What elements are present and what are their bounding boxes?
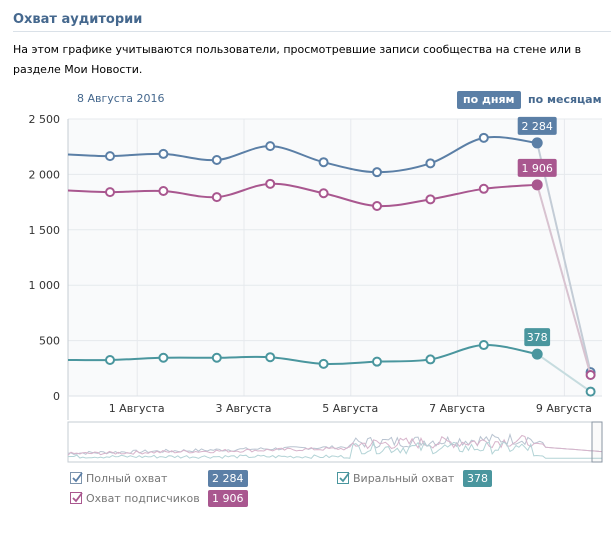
data-point[interactable] [425, 194, 436, 205]
value-badge-viral: 378 [463, 470, 492, 487]
legend-label: Полный охват [86, 471, 168, 485]
series-subscriber-reach [67, 178, 596, 380]
data-point[interactable] [531, 179, 543, 191]
data-point[interactable] [211, 154, 222, 165]
tooltip-box [524, 328, 551, 347]
data-point[interactable] [105, 151, 115, 162]
data-point[interactable] [105, 187, 115, 198]
range-navigator [67, 421, 603, 463]
value-badge-subscribers: 1 906 [208, 490, 248, 507]
navigator-line [67, 434, 603, 456]
x-axis: 1 Августа 3 Августа 5 Августа 7 Августа 9 Ав… [68, 395, 602, 415]
data-point[interactable] [372, 356, 382, 367]
x-tick-label: 9 Августа [536, 402, 592, 415]
section-description: На этом графике учитываются пользователи… [13, 43, 582, 76]
y-tick-label: 1 500 [29, 224, 61, 237]
navigator-line [67, 440, 602, 459]
data-point[interactable] [318, 358, 329, 369]
checkbox-viral[interactable] [337, 472, 350, 484]
data-point[interactable] [531, 348, 543, 360]
y-tick-label: 2 500 [29, 113, 61, 126]
title-divider [13, 31, 611, 32]
x-tick-label: 5 Августа [322, 402, 378, 415]
data-point[interactable] [211, 352, 222, 363]
y-tick-label: 2 000 [29, 168, 61, 181]
legend-item-subscribers[interactable]: Охват подписчиков [70, 490, 200, 506]
series-line [67, 182, 538, 208]
data-point[interactable] [478, 340, 489, 351]
legend-item-viral[interactable]: Виральный охват [337, 470, 454, 486]
period-days-button[interactable]: по дням [457, 91, 521, 109]
y-tick-label: 0 [53, 390, 60, 403]
checkbox-full[interactable] [70, 472, 83, 484]
data-point[interactable] [585, 369, 596, 380]
data-point[interactable] [265, 178, 276, 189]
data-point[interactable] [158, 148, 169, 159]
navigator-frame [67, 421, 603, 463]
data-point[interactable] [211, 192, 222, 203]
checkbox-subscribers[interactable] [70, 492, 83, 504]
value-tooltip-viral-reach: 378 [524, 328, 551, 347]
legend: Полный охват 2 284 Охват подписчиков 1 9… [70, 470, 610, 510]
tooltip-value: 1 906 [521, 162, 553, 175]
legend-label: Виральный охват [353, 471, 455, 485]
data-point[interactable] [585, 386, 596, 397]
data-point[interactable] [265, 141, 276, 152]
tooltip-value: 2 284 [521, 120, 553, 133]
section-title: Охват аудитории [13, 12, 143, 27]
y-tick-label: 500 [39, 335, 60, 348]
data-point[interactable] [372, 200, 382, 211]
x-tick-label: 3 Августа [216, 402, 272, 415]
value-tooltip-subscriber-reach: 1 906 [517, 158, 557, 177]
series-line-future [536, 184, 592, 376]
tooltip-box [517, 158, 557, 177]
data-point[interactable] [158, 352, 169, 363]
period-months-button[interactable]: по месяцам [528, 93, 602, 106]
data-point[interactable] [318, 188, 329, 199]
reach-chart[interactable]: 0 500 1 000 1 500 2 000 2 500 1 Августа 3 Авгу… [0, 110, 616, 465]
x-tick-label: 7 Августа [429, 402, 485, 415]
data-point[interactable] [425, 354, 436, 365]
tooltip-box [517, 116, 557, 135]
data-point[interactable] [158, 186, 169, 197]
data-point[interactable] [478, 132, 489, 143]
data-point[interactable] [265, 352, 276, 363]
data-point[interactable] [318, 157, 329, 168]
series-line [67, 344, 538, 366]
navigator-handle[interactable] [591, 421, 603, 463]
x-tick-label: 1 Августа [109, 402, 165, 415]
y-axis: 0 500 1 000 1 500 2 000 2 500 [29, 113, 69, 420]
data-point[interactable] [478, 183, 489, 194]
selected-date: 8 Августа 2016 [77, 92, 165, 105]
data-point[interactable] [425, 158, 436, 169]
data-point[interactable] [105, 354, 115, 365]
data-point[interactable] [372, 167, 382, 178]
data-point[interactable] [531, 137, 543, 149]
series-viral-reach [67, 340, 596, 397]
legend-label: Охват подписчиков [86, 491, 200, 505]
series-line [67, 136, 538, 174]
legend-item-full[interactable]: Полный охват [70, 470, 167, 486]
tooltip-value: 378 [527, 331, 548, 344]
value-badge-full: 2 284 [208, 470, 248, 487]
value-tooltip-full-reach: 2 284 [517, 116, 557, 135]
y-tick-label: 1 000 [29, 279, 61, 292]
